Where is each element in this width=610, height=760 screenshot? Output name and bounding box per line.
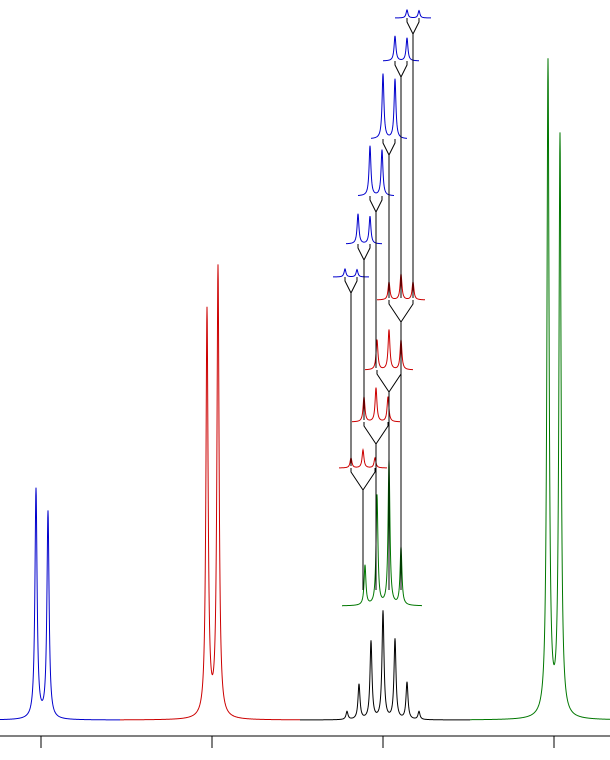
- blue-subspectrum: [370, 73, 408, 139]
- splitting-branch: [406, 18, 420, 298]
- splitting-branch: [369, 196, 383, 368]
- splitting-branch: [388, 300, 414, 590]
- blue-doublet: [0, 487, 120, 721]
- splitting-branch: [382, 139, 396, 298]
- splitting-branch: [363, 422, 389, 590]
- red-subspectrum: [351, 387, 401, 423]
- splitting-branch: [350, 468, 376, 590]
- splitting-branch: [344, 277, 358, 466]
- splitting-branch: [376, 370, 402, 590]
- red-doublet: [120, 264, 300, 721]
- splitting-branch: [394, 61, 408, 298]
- blue-subspectrum: [382, 35, 420, 62]
- blue-subspectrum: [345, 213, 383, 245]
- splitting-branch: [357, 244, 371, 420]
- black-multiplet: [300, 610, 470, 721]
- green-doublet: [470, 58, 610, 721]
- blue-subspectrum: [357, 145, 395, 197]
- red-subspectrum: [364, 329, 414, 371]
- blue-subspectrum: [394, 9, 431, 19]
- green-subspectrum: [342, 459, 423, 607]
- blue-subspectrum: [332, 268, 369, 278]
- red-subspectrum: [339, 447, 387, 469]
